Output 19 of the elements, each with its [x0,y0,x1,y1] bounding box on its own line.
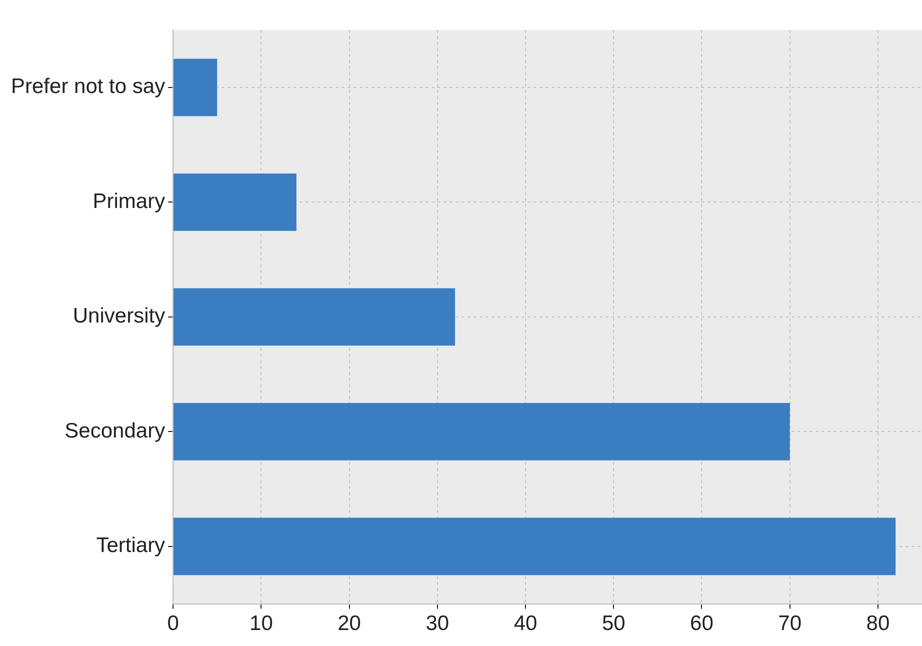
bar [174,288,456,346]
x-tick-label: 40 [514,612,538,636]
x-tick-label: 30 [426,612,450,636]
x-tick-label: 80 [866,612,890,636]
x-tick-label: 10 [250,612,273,636]
y-tick-label: Tertiary [96,534,166,558]
y-tick-label: University [72,304,166,328]
bar [174,402,790,460]
y-tick-label: Primary [92,190,166,213]
x-tick-label: 50 [602,612,626,636]
bar [174,58,218,116]
x-tick-label: 60 [690,612,714,636]
x-tick-label: 70 [778,612,802,636]
bar [174,518,896,576]
x-tick-label: 20 [338,612,361,636]
y-tick-label: Secondary [64,419,166,442]
y-tick-label: Prefer not to say [10,75,166,98]
x-tick-label: 0 [167,612,179,636]
bar [174,173,296,231]
